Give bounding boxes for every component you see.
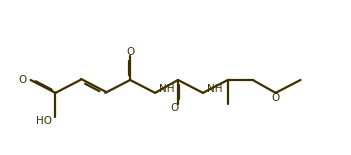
Text: HO: HO [37,116,53,126]
Text: NH: NH [159,84,174,94]
Text: O: O [18,75,27,85]
Text: O: O [271,93,280,103]
Text: O: O [126,47,134,57]
Text: NH: NH [207,84,223,94]
Text: O: O [170,103,178,113]
